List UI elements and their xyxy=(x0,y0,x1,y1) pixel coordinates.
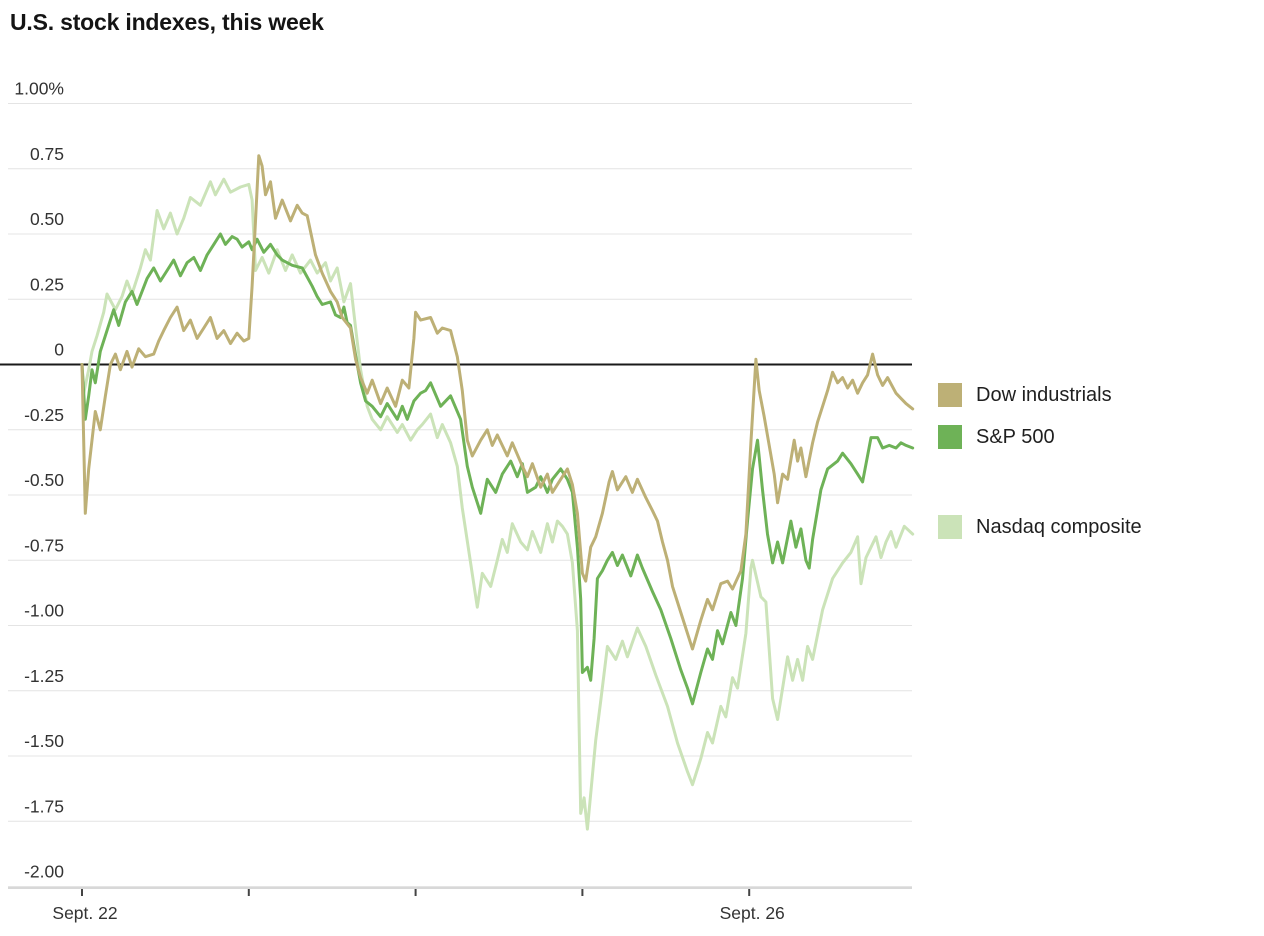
y-axis-tick-label: -1.00 xyxy=(24,601,64,621)
nasdaq-composite-swatch xyxy=(938,515,962,539)
y-axis-tick-label: -0.50 xyxy=(24,470,64,490)
series-line-dow-industrials xyxy=(80,154,915,651)
y-axis-tick-label: -2.00 xyxy=(24,862,64,882)
legend-item-dow-industrials: Dow industrials xyxy=(938,383,1112,407)
y-axis-tick-label: 0.25 xyxy=(30,274,64,294)
sp500-swatch xyxy=(938,425,962,449)
nasdaq-composite-label: Nasdaq composite xyxy=(976,515,1142,538)
y-axis-tick-label: 1.00% xyxy=(14,79,64,99)
y-axis-tick-label: -1.50 xyxy=(24,731,64,751)
sp500-label: S&P 500 xyxy=(976,425,1055,448)
y-axis-tick-label: 0.75 xyxy=(30,144,64,164)
chart-title: U.S. stock indexes, this week xyxy=(10,9,324,35)
x-axis-tick-label: Sept. 26 xyxy=(720,903,785,923)
y-axis-tick-label: 0 xyxy=(54,340,64,360)
y-axis-tick-label: -1.75 xyxy=(24,796,64,816)
dow-industrials-swatch xyxy=(938,383,962,407)
y-axis-tick-label: -0.25 xyxy=(24,405,64,425)
legend-item-sp500: S&P 500 xyxy=(938,425,1055,449)
legend-item-nasdaq-composite: Nasdaq composite xyxy=(938,515,1142,539)
y-axis-tick-label: -1.25 xyxy=(24,666,64,686)
y-axis-tick-label: 0.50 xyxy=(30,209,64,229)
dow-industrials-label: Dow industrials xyxy=(976,383,1112,406)
series-line-nasdaq-composite xyxy=(80,177,915,831)
y-axis-tick-label: -0.75 xyxy=(24,535,64,555)
series-line-s-p-500 xyxy=(80,232,915,706)
x-axis-tick-label: Sept. 22 xyxy=(52,903,117,923)
